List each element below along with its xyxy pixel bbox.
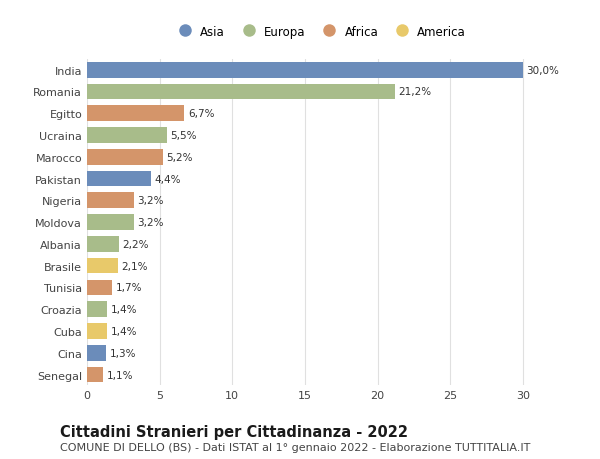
Text: 5,5%: 5,5% [170, 131, 197, 141]
Text: COMUNE DI DELLO (BS) - Dati ISTAT al 1° gennaio 2022 - Elaborazione TUTTITALIA.I: COMUNE DI DELLO (BS) - Dati ISTAT al 1° … [60, 442, 530, 452]
Text: 1,4%: 1,4% [111, 326, 137, 336]
Bar [87, 280, 112, 296]
Text: 2,2%: 2,2% [122, 239, 149, 249]
Bar [87, 367, 103, 382]
Text: 3,2%: 3,2% [137, 196, 164, 206]
Text: 1,3%: 1,3% [110, 348, 136, 358]
Bar [87, 324, 107, 339]
Bar [87, 150, 163, 165]
Bar [87, 128, 167, 144]
Bar [87, 215, 133, 230]
Text: 5,2%: 5,2% [166, 152, 193, 162]
Bar [87, 63, 523, 78]
Bar [87, 236, 119, 252]
Bar [87, 193, 133, 209]
Text: 3,2%: 3,2% [137, 218, 164, 228]
Text: 4,4%: 4,4% [155, 174, 181, 184]
Bar [87, 106, 184, 122]
Text: 21,2%: 21,2% [398, 87, 432, 97]
Text: 2,1%: 2,1% [121, 261, 148, 271]
Bar [87, 84, 395, 100]
Legend: Asia, Europa, Africa, America: Asia, Europa, Africa, America [171, 23, 468, 41]
Bar [87, 302, 107, 317]
Bar [87, 345, 106, 361]
Text: 1,7%: 1,7% [115, 283, 142, 293]
Text: 1,1%: 1,1% [107, 369, 133, 380]
Text: 30,0%: 30,0% [527, 66, 559, 76]
Bar [87, 171, 151, 187]
Text: 6,7%: 6,7% [188, 109, 214, 119]
Text: Cittadini Stranieri per Cittadinanza - 2022: Cittadini Stranieri per Cittadinanza - 2… [60, 425, 408, 440]
Text: 1,4%: 1,4% [111, 304, 137, 314]
Bar [87, 258, 118, 274]
